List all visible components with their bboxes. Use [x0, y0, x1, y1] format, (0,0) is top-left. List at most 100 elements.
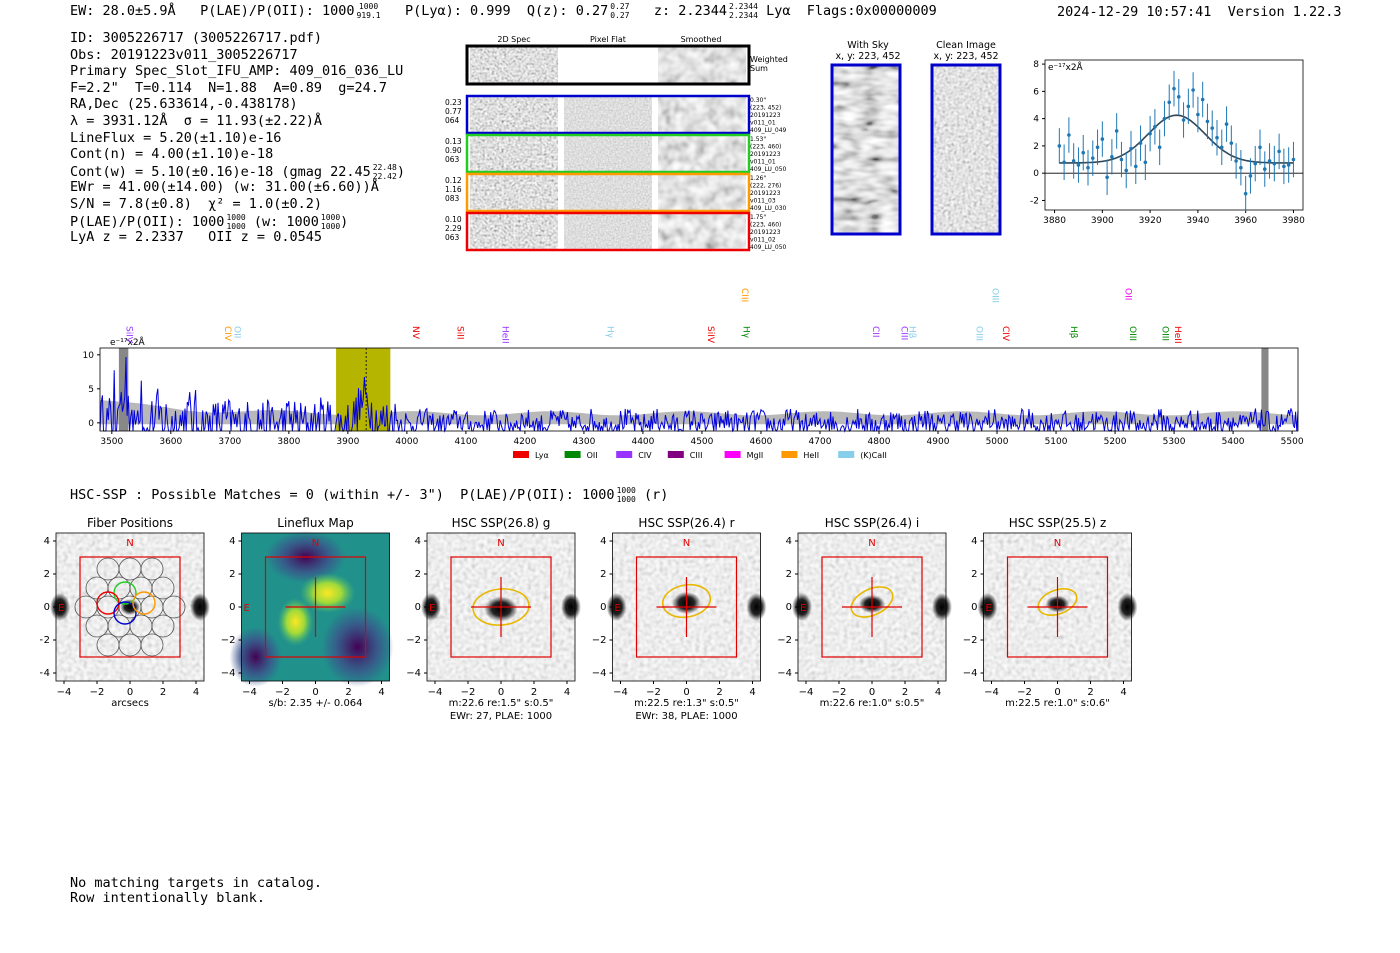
emission-line-label: SiIV [124, 326, 134, 344]
image-panel: HSC SSP(26.8) g N E −4 −4 −2 −2 0 0 2 2 4 4 m:22.6 re… [406, 516, 581, 722]
aperture-box [450, 556, 552, 658]
emission-line-label: OIII [973, 326, 983, 341]
fiber-meta: v011_03 [750, 198, 776, 205]
panel-title: HSC SSP(26.4) i [825, 516, 920, 530]
aperture-box [1006, 556, 1109, 658]
fiber-meta: 20191223 [750, 151, 781, 158]
emission-line-label: Hβ [907, 326, 917, 339]
fit-xtick: 3960 [1234, 216, 1257, 226]
panel-ytick: 4 [229, 536, 235, 547]
spectrum-xtick: 5300 [1163, 437, 1186, 447]
clean-image-xy: x, y: 223, 452 [933, 51, 998, 62]
info-lambda: λ = 3931.12Å σ = 11.93(±2.22)Å [70, 112, 322, 129]
north-marker: N [1054, 538, 1061, 549]
weighted-label: Weighted [750, 55, 788, 64]
emission-line-label: Hγ [605, 326, 615, 339]
fit-unit-label: e⁻¹⁷x2Å [1048, 61, 1084, 73]
spectrum-xtick: 4100 [454, 437, 477, 447]
qz-range: 0.27 0.27 [610, 2, 630, 20]
data-point [1282, 164, 1286, 169]
fiber-stat: 1.16 [445, 185, 462, 194]
fiber-stat: 2.29 [445, 224, 462, 233]
panel-ytick: −2 [221, 635, 236, 646]
spectrum-xtick: 3500 [100, 437, 123, 447]
data-point [1253, 161, 1258, 166]
catalog-notes: No matching targets in catalog. Row inte… [70, 876, 322, 906]
fiber-stat: 0.10 [445, 215, 462, 224]
spectrum-xtick: 3800 [277, 437, 300, 447]
spectrum-xtick: 3600 [159, 437, 182, 447]
legend-swatch [838, 451, 855, 458]
info-plae: P(LAE)/P(OII): 1000 1000 1000 (w: 1000 1000… [70, 212, 349, 231]
data-point [1181, 118, 1186, 122]
image-panel: Lineflux Map N E −4 −4 −2 −2 0 0 2 2 4 4 s/b: 2.35 +/… [221, 516, 394, 709]
data-point [1219, 145, 1224, 150]
east-marker: E [800, 603, 806, 614]
spectrum-xtick: 3900 [336, 437, 359, 447]
col-2d-spec: 2D Spec [497, 35, 530, 44]
panel-xtick: −2 [90, 687, 105, 698]
fiber-circle [151, 576, 175, 600]
detection-info: ID: 3005226717 (3005226717.pdf) Obs: 201… [70, 30, 405, 246]
spectrum-ytick: 0 [88, 419, 94, 429]
spectrum-xtick: 5400 [1222, 437, 1245, 447]
sum-label: Sum [750, 64, 768, 73]
spectrum-ytick: 5 [88, 385, 94, 395]
emission-line-label: HeII [1172, 326, 1182, 344]
note-line-1: No matching targets in catalog. [70, 875, 322, 891]
panel-ytick: 2 [971, 569, 977, 580]
panel-xtick: 0 [312, 687, 318, 698]
panel-caption: m:22.6 re:1.0" s:0.5" [820, 698, 925, 709]
masked-region [1261, 348, 1269, 431]
panel-ytick: 2 [229, 569, 235, 580]
legend-swatch [513, 451, 529, 458]
fit-ytick: 0 [1033, 169, 1039, 179]
data-point [1071, 159, 1076, 163]
north-marker: N [497, 538, 504, 549]
clean-image [932, 65, 1000, 234]
fiber-stat: 0.23 [445, 98, 462, 107]
fit-xtick: 3920 [1139, 216, 1162, 226]
fiber-stat: 064 [445, 116, 460, 125]
emission-line-label: OIII [1127, 326, 1137, 341]
header-right: 2024-12-29 10:57:41 Version 1.22.3 [1057, 4, 1342, 20]
spectrum-xtick: 5000 [986, 437, 1009, 447]
spectrum-xtick: 4700 [809, 437, 832, 447]
data-point [1176, 95, 1181, 99]
fit-ytick: -2 [1030, 196, 1039, 206]
emission-line-label: OII [1123, 288, 1133, 300]
hsc-summary: HSC-SSP : Possible Matches = 0 (within +… [70, 486, 669, 504]
panel-xtick: −2 [1017, 687, 1032, 698]
full-spectrum-chart: 3500 3600 3700 3800 3900 4000 4100 4200 4300 4400… [83, 288, 1304, 460]
emission-line-label: Hβ [1068, 326, 1078, 339]
data-point [1229, 141, 1234, 145]
fiber-meta: 409_LU_049 [750, 127, 787, 134]
panel-xtick: −2 [461, 687, 476, 698]
fiber-meta: 20191223 [750, 190, 781, 197]
emission-line-label: HeII [499, 326, 509, 344]
emission-line-label: CII [870, 326, 880, 338]
north-marker: N [683, 538, 690, 549]
data-point [1267, 159, 1272, 163]
panel-xtick: 0 [498, 687, 504, 698]
legend-label: Lyα [535, 451, 549, 460]
fit-xtick: 3980 [1282, 216, 1305, 226]
col-smoothed: Smoothed [681, 35, 722, 44]
fiber-circle [162, 595, 186, 619]
spectrum-xtick: 4000 [395, 437, 418, 447]
panel-xtick: 4 [935, 687, 941, 698]
legend-label: HeII [803, 451, 819, 460]
panel-xtick: 0 [1054, 687, 1060, 698]
panel-ytick: −2 [592, 635, 607, 646]
with-sky-xy: x, y: 223, 452 [835, 51, 900, 62]
panel-caption: m:22.5 re:1.3" s:0.5" [634, 698, 739, 709]
east-marker: E [58, 603, 64, 614]
selected-fiber [113, 601, 137, 625]
panel-xtick: 0 [869, 687, 875, 698]
panel-xtick: 4 [378, 687, 384, 698]
data-point [1248, 174, 1253, 178]
data-point [1162, 116, 1167, 121]
data-point [1277, 149, 1281, 154]
source-ellipse [850, 586, 894, 618]
